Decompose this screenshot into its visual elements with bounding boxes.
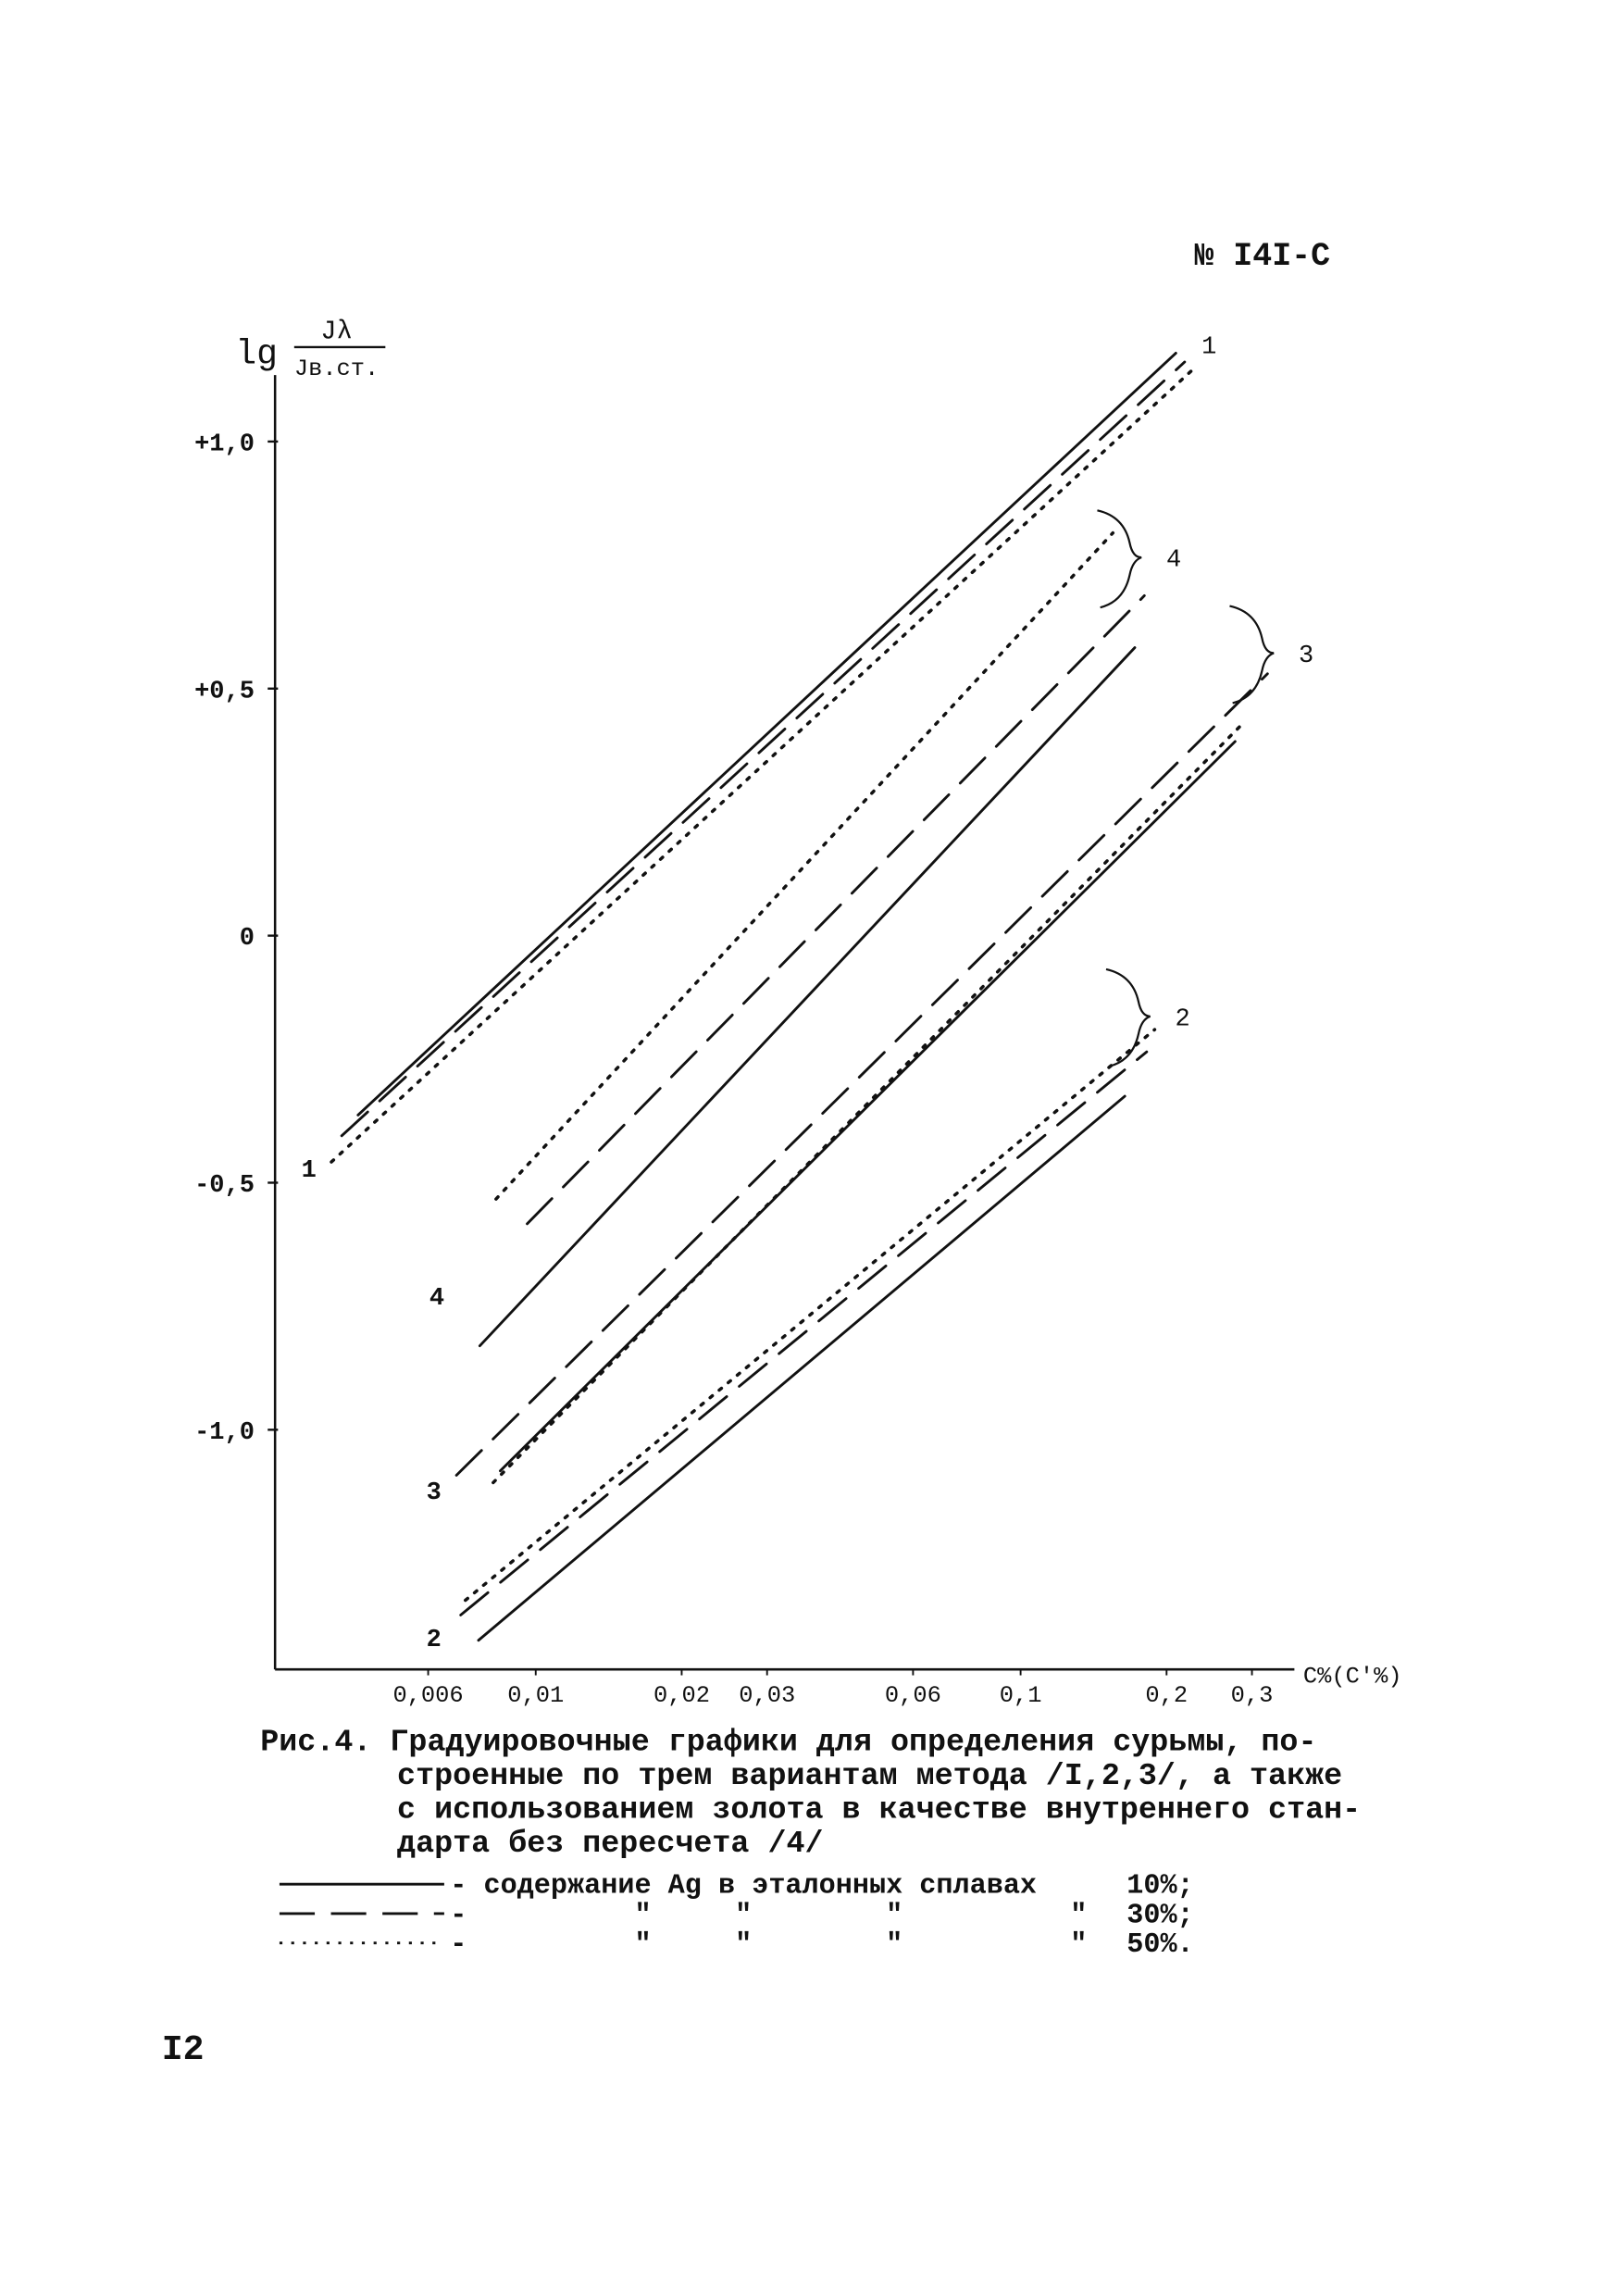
doc-header: № I4I-C xyxy=(1194,239,1330,275)
legend-text: - содержание Ag в эталонных сплавах xyxy=(450,1871,1037,1903)
data-line xyxy=(526,594,1146,1226)
x-tick-label: 0,03 xyxy=(739,1682,795,1709)
curve-label: 3 xyxy=(1299,643,1313,670)
x-tick-label: 0,01 xyxy=(507,1682,564,1709)
data-line xyxy=(492,721,1245,1485)
data-line xyxy=(454,672,1269,1477)
caption-line: Рис.4. Градуировочные графики для опреде… xyxy=(260,1726,1316,1761)
curve-label: 2 xyxy=(427,1627,442,1654)
brace xyxy=(1105,967,1151,1067)
curve-label: 3 xyxy=(427,1479,442,1507)
caption-line: дарта без пересчета /4/ xyxy=(397,1827,823,1862)
legend-value: 50%. xyxy=(1126,1929,1193,1961)
x-tick-label: 0,02 xyxy=(653,1682,710,1709)
curve-label: 4 xyxy=(429,1285,444,1313)
x-tick-label: 0,2 xyxy=(1145,1682,1188,1709)
x-tick-label: 0,006 xyxy=(392,1682,463,1709)
data-line xyxy=(356,352,1177,1117)
brace xyxy=(1229,605,1275,705)
y-tick-label: +0,5 xyxy=(194,678,255,705)
page-number: I2 xyxy=(162,2030,205,2070)
data-line xyxy=(464,1028,1157,1603)
curve-label: 1 xyxy=(1201,333,1216,361)
legend-value: 10%; xyxy=(1126,1871,1193,1903)
legend-value: 30%; xyxy=(1126,1900,1193,1931)
data-line xyxy=(477,1094,1126,1642)
legend-text: - " " " " xyxy=(450,1900,1087,1931)
brace xyxy=(1097,509,1142,609)
y-label-denominator: Jв.ст. xyxy=(294,356,379,382)
curve-label: 4 xyxy=(1166,547,1181,575)
x-tick-label: 0,1 xyxy=(1000,1682,1042,1709)
y-tick-label: -0,5 xyxy=(194,1172,255,1200)
data-line xyxy=(478,646,1137,1348)
y-label-numerator: Jλ xyxy=(320,316,352,346)
caption-line: с использованием золота в качестве внутр… xyxy=(397,1793,1361,1828)
x-tick-label: 0,3 xyxy=(1231,1682,1274,1709)
legend-text: - " " " " xyxy=(450,1929,1087,1961)
data-line xyxy=(499,740,1237,1473)
y-tick-label: 0 xyxy=(240,925,255,953)
y-label-prefix: lg xyxy=(235,334,278,374)
curve-label: 2 xyxy=(1176,1005,1190,1033)
y-tick-label: -1,0 xyxy=(194,1419,255,1447)
x-tick-label: 0,06 xyxy=(885,1682,941,1709)
caption-line: строенные по трем вариантам метода /I,2,… xyxy=(397,1759,1342,1794)
data-line xyxy=(494,530,1115,1201)
curve-label: 1 xyxy=(302,1157,317,1185)
data-line xyxy=(340,360,1187,1138)
data-line xyxy=(459,1050,1149,1616)
y-tick-label: +1,0 xyxy=(194,430,255,458)
x-label: C%(C'%) xyxy=(1303,1664,1402,1691)
